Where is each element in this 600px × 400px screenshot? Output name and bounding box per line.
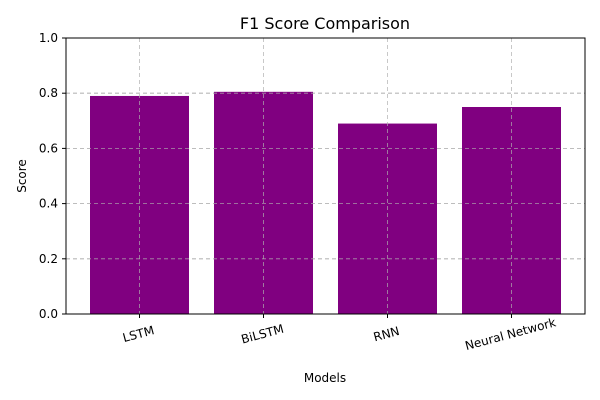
- x-tick-label: RNN: [372, 324, 401, 344]
- y-axis-label: Score: [15, 159, 29, 193]
- x-axis-ticks: LSTM BiLSTM RNN Neural Network: [121, 314, 557, 353]
- x-tick-label: LSTM: [121, 323, 156, 345]
- x-axis-label: Models: [304, 371, 346, 385]
- y-tick-label: 0.2: [39, 252, 58, 266]
- y-tick-label: 1.0: [39, 31, 58, 45]
- y-tick-label: 0.4: [39, 197, 58, 211]
- y-axis-ticks: 0.0 0.2 0.4 0.6 0.8 1.0: [39, 31, 66, 321]
- y-tick-label: 0.6: [39, 141, 58, 155]
- plot-frame: [65, 37, 586, 315]
- chart-title: F1 Score Comparison: [240, 14, 410, 33]
- bars: [66, 37, 585, 315]
- x-tick-label: Neural Network: [463, 315, 557, 353]
- y-tick-label: 0.0: [39, 307, 58, 321]
- bar: [90, 95, 189, 315]
- bar: [338, 123, 437, 314]
- x-tick-label: BiLSTM: [240, 322, 286, 347]
- y-tick-label: 0.8: [39, 86, 58, 100]
